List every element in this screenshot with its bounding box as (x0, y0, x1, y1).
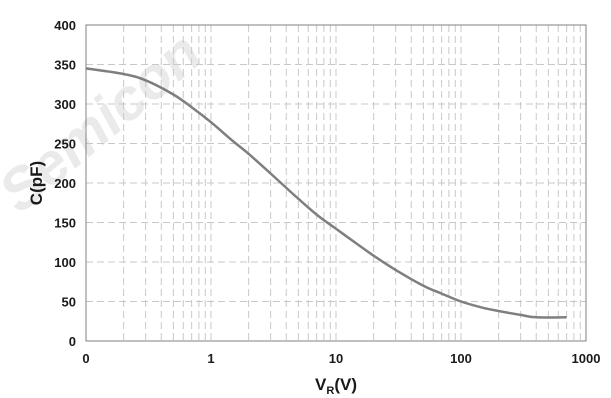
y-axis-ticks: 0 50 100 150 200 250 300 350 400 (54, 18, 76, 349)
plot-area-border (85, 24, 587, 342)
x-axis-ticks: 0 1 10 100 1000 (82, 351, 600, 366)
y-tick-label: 400 (54, 18, 76, 33)
y-tick-label: 100 (54, 255, 76, 270)
x-axis-title-subscript: R (326, 385, 334, 397)
grid (86, 25, 586, 341)
y-tick-label: 200 (54, 176, 76, 191)
x-tick-label: 0 (82, 351, 89, 366)
x-axis-title: VR(V) (315, 375, 357, 397)
x-tick-label: 100 (450, 351, 472, 366)
y-axis-title: C(pF) (27, 161, 46, 205)
y-tick-label: 50 (62, 295, 76, 310)
x-tick-label: 10 (329, 351, 343, 366)
x-tick-label: 1000 (572, 351, 601, 366)
x-axis-title-main: V (315, 375, 327, 394)
x-tick-label: 1 (207, 351, 214, 366)
y-tick-label: 150 (54, 216, 76, 231)
x-axis-title-tail: (V) (334, 375, 357, 394)
capacitance-curve (85, 67, 567, 319)
y-tick-label: 0 (69, 334, 76, 349)
y-tick-label: 300 (54, 97, 76, 112)
y-tick-label: 250 (54, 137, 76, 152)
y-tick-label: 350 (54, 58, 76, 73)
